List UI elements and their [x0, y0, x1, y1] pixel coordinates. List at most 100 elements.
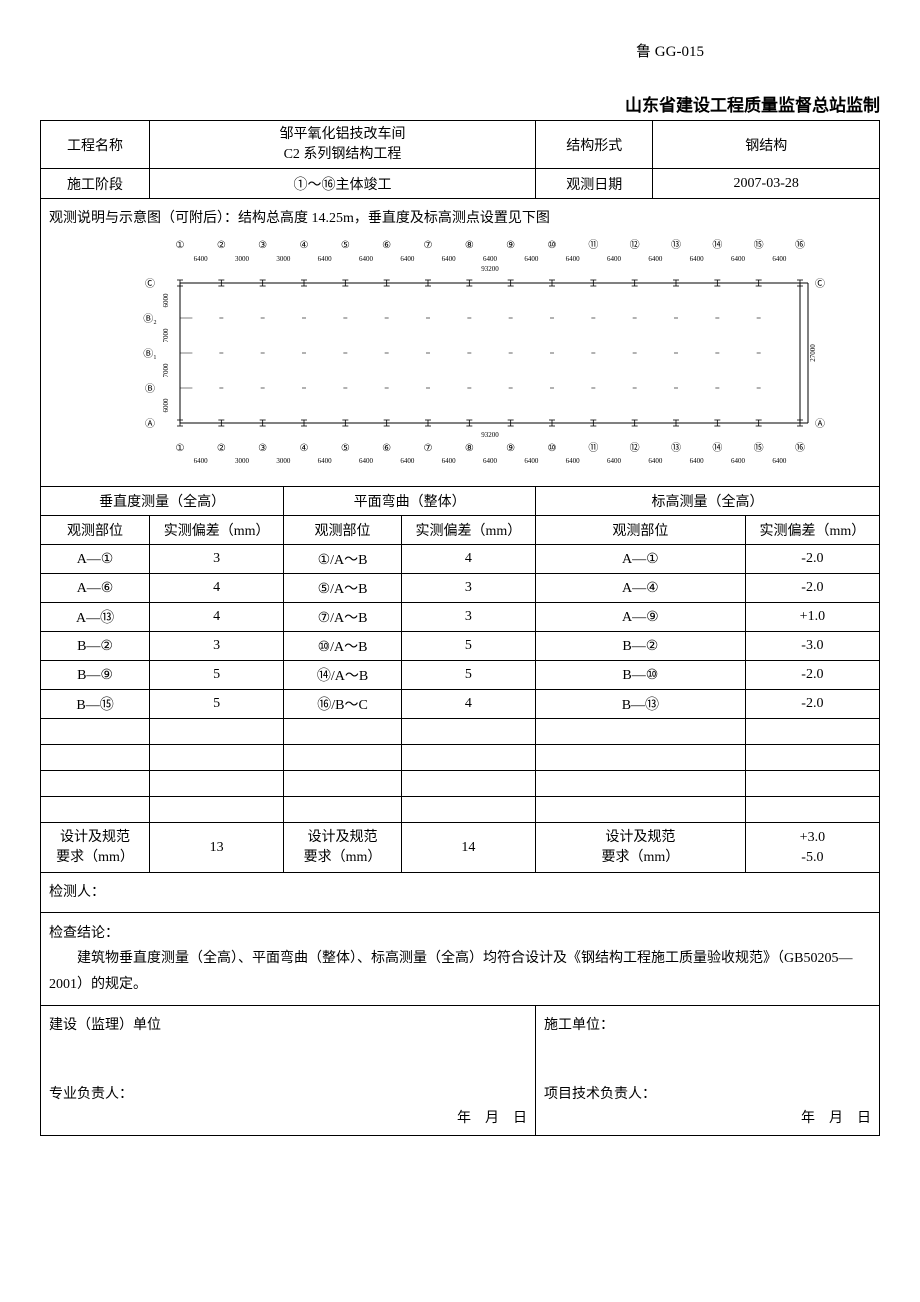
table-row: A—⑥4⑤/A～B3A—④-2.0 — [41, 574, 880, 603]
svg-text:⑧: ⑧ — [465, 443, 474, 454]
cell: -2.0 — [745, 690, 879, 719]
main-table: 工程名称 邹平氧化铝技改车间 C2 系列钢结构工程 结构形式 钢结构 施工阶段 … — [40, 120, 880, 1136]
project-label: 工程名称 — [41, 121, 150, 169]
table-row — [41, 745, 880, 771]
cell: ①/A～B — [284, 545, 401, 574]
obs-date-value: 2007-03-28 — [653, 169, 880, 199]
svg-text:⑦: ⑦ — [424, 240, 433, 251]
spec-label-3: 设计及规范 要求（mm） — [535, 823, 745, 873]
table-row: B—⑨5⑭/A～B5B—⑩-2.0 — [41, 661, 880, 690]
cell: 3 — [150, 632, 284, 661]
table-row — [41, 797, 880, 823]
phase-value: ①～⑯主体竣工 — [150, 169, 536, 199]
svg-text:6400: 6400 — [566, 255, 581, 263]
conclusion-label: 检查结论： — [49, 921, 871, 946]
svg-text:93200: 93200 — [481, 265, 499, 273]
cell: ⑯/B～C — [284, 690, 401, 719]
spec-label-2: 设计及规范 要求（mm） — [284, 823, 401, 873]
owner-sig-cell: 建设（监理）单位 专业负责人： 年 月 日 — [41, 1005, 536, 1135]
owner-label: 建设（监理）单位 — [49, 1014, 527, 1034]
contractor-date: 年 月 日 — [544, 1107, 871, 1127]
svg-text:6400: 6400 — [483, 255, 498, 263]
spec-p-val: 14 — [401, 823, 535, 873]
svg-text:3000: 3000 — [276, 457, 291, 465]
svg-text:⑫: ⑫ — [630, 239, 640, 251]
svg-text:⑮: ⑮ — [754, 442, 764, 454]
svg-text:①: ① — [176, 443, 185, 454]
svg-text:6400: 6400 — [318, 457, 333, 465]
svg-text:6400: 6400 — [318, 255, 333, 263]
table-row: A—⑬4⑦/A～B3A—⑨+1.0 — [41, 603, 880, 632]
cell: B—⑬ — [535, 690, 745, 719]
cell: 5 — [150, 690, 284, 719]
cell: -2.0 — [745, 661, 879, 690]
svg-text:6400: 6400 — [607, 457, 622, 465]
svg-text:②: ② — [217, 443, 226, 454]
section-elev: 标高测量（全高） — [535, 487, 879, 516]
svg-text:93200: 93200 — [481, 431, 499, 439]
cell: -2.0 — [745, 545, 879, 574]
svg-text:⑯: ⑯ — [795, 239, 805, 251]
structural-diagram: ①①②②③③④④⑤⑤⑥⑥⑦⑦⑧⑧⑨⑨⑩⑩⑪⑪⑫⑫⑬⑬⑭⑭⑮⑮⑯⑯64006400… — [49, 233, 871, 473]
table-row — [41, 719, 880, 745]
svg-text:6400: 6400 — [359, 255, 374, 263]
svg-text:6400: 6400 — [483, 457, 498, 465]
svg-text:6400: 6400 — [442, 457, 457, 465]
cell: 4 — [401, 545, 535, 574]
phase-label: 施工阶段 — [41, 169, 150, 199]
cell: 3 — [401, 603, 535, 632]
cell: B—⑩ — [535, 661, 745, 690]
cell: A—⑬ — [41, 603, 150, 632]
contractor-person-label: 项目技术负责人： — [544, 1083, 871, 1103]
svg-text:⑤: ⑤ — [341, 443, 350, 454]
svg-text:6400: 6400 — [772, 255, 787, 263]
svg-text:6400: 6400 — [731, 255, 746, 263]
svg-text:Ⓑ: Ⓑ — [145, 383, 155, 395]
table-row: A—①3①/A～B4A—①-2.0 — [41, 545, 880, 574]
col-pos-1: 观测部位 — [41, 516, 150, 545]
svg-text:6400: 6400 — [648, 255, 663, 263]
svg-text:①: ① — [176, 240, 185, 251]
svg-text:⑨: ⑨ — [506, 443, 515, 454]
doc-code: 鲁 GG-015 — [460, 40, 880, 61]
cell: A—④ — [535, 574, 745, 603]
svg-text:⑭: ⑭ — [712, 442, 722, 454]
svg-text:3000: 3000 — [235, 255, 250, 263]
conclusion-body: 建筑物垂直度测量（全高）、平面弯曲（整体）、标高测量（全高）均符合设计及《钢结构… — [49, 946, 871, 996]
svg-text:3000: 3000 — [276, 255, 291, 263]
cell: ⑭/A～B — [284, 661, 401, 690]
svg-text:Ⓑ₁: Ⓑ₁ — [143, 348, 157, 360]
cell: 3 — [401, 574, 535, 603]
svg-text:⑤: ⑤ — [341, 240, 350, 251]
svg-text:6400: 6400 — [690, 255, 705, 263]
cell: A—① — [535, 545, 745, 574]
inspector-cell: 检测人： — [41, 873, 880, 913]
diagram-cell: 观测说明与示意图（可附后）：结构总高度 14.25m，垂直度及标高测点设置见下图… — [41, 199, 880, 487]
svg-text:③: ③ — [258, 240, 267, 251]
svg-text:⑩: ⑩ — [548, 443, 557, 454]
svg-text:6400: 6400 — [690, 457, 705, 465]
spec-e-val: +3.0 -5.0 — [745, 823, 879, 873]
cell: B—⑮ — [41, 690, 150, 719]
svg-text:⑬: ⑬ — [671, 442, 681, 454]
svg-text:6000: 6000 — [162, 398, 170, 413]
svg-text:6400: 6400 — [442, 255, 457, 263]
table-row: B—②3⑩/A～B5B—②-3.0 — [41, 632, 880, 661]
svg-text:6400: 6400 — [194, 457, 209, 465]
cell: B—② — [41, 632, 150, 661]
svg-text:④: ④ — [300, 443, 309, 454]
svg-text:Ⓐ: Ⓐ — [815, 418, 825, 430]
spec-v-val: 13 — [150, 823, 284, 873]
table-row: B—⑮5⑯/B～C4B—⑬-2.0 — [41, 690, 880, 719]
svg-text:6400: 6400 — [400, 255, 415, 263]
diagram-note: 观测说明与示意图（可附后）：结构总高度 14.25m，垂直度及标高测点设置见下图 — [49, 207, 871, 227]
svg-text:6400: 6400 — [194, 255, 209, 263]
svg-text:Ⓑ₂: Ⓑ₂ — [143, 313, 157, 325]
col-dev-1: 实测偏差（mm） — [150, 516, 284, 545]
structure-label: 结构形式 — [535, 121, 652, 169]
svg-text:6400: 6400 — [524, 457, 539, 465]
svg-text:⑪: ⑪ — [588, 239, 598, 251]
svg-text:6000: 6000 — [162, 293, 170, 308]
col-pos-2: 观测部位 — [284, 516, 401, 545]
svg-text:3000: 3000 — [235, 457, 250, 465]
